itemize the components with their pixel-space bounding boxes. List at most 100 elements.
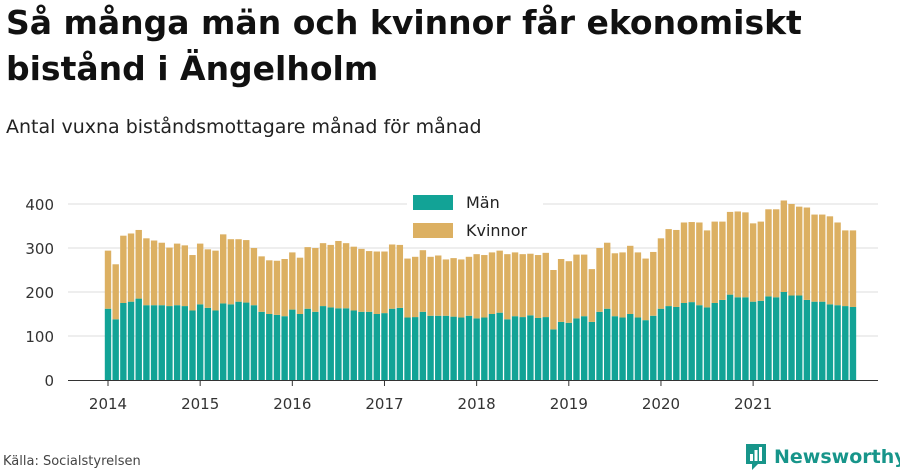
bar-men bbox=[266, 314, 273, 380]
brand-logo: Newsworthy bbox=[744, 441, 900, 473]
bar-women bbox=[734, 211, 741, 298]
bar-women bbox=[243, 240, 250, 303]
bar-men bbox=[358, 311, 365, 380]
bar-women bbox=[757, 221, 764, 301]
bar-women bbox=[596, 248, 603, 312]
y-tick-label: 0 bbox=[44, 372, 54, 390]
bar-women bbox=[312, 248, 319, 312]
bar-men bbox=[534, 317, 542, 380]
bar-women bbox=[627, 245, 634, 314]
bar-men bbox=[765, 296, 772, 380]
x-tick-label: 2019 bbox=[550, 395, 588, 413]
bar-men bbox=[772, 297, 780, 380]
bar-women bbox=[550, 270, 557, 330]
bar-men bbox=[365, 311, 373, 380]
bar-men bbox=[412, 317, 419, 380]
bar-women bbox=[135, 229, 142, 299]
bar-women bbox=[112, 264, 119, 320]
bar-women bbox=[327, 244, 334, 308]
bar-women bbox=[442, 259, 450, 316]
bar-women bbox=[196, 243, 204, 305]
bar-men bbox=[550, 329, 557, 380]
bar-women bbox=[803, 207, 811, 300]
bar-women bbox=[688, 222, 695, 303]
bar-men bbox=[811, 301, 818, 380]
bar-men bbox=[604, 308, 611, 380]
legend-label-men: Män bbox=[466, 193, 500, 212]
bar-men bbox=[703, 307, 711, 380]
bar-women bbox=[796, 206, 803, 296]
bar-men bbox=[181, 306, 188, 380]
bar-women bbox=[158, 242, 165, 306]
bar-men bbox=[842, 306, 849, 380]
bar-men bbox=[711, 303, 718, 380]
y-tick-label: 300 bbox=[25, 240, 54, 258]
bar-men bbox=[143, 305, 150, 380]
bar-women bbox=[381, 251, 388, 314]
bar-men bbox=[289, 309, 296, 380]
bar-women bbox=[120, 235, 127, 303]
bar-women bbox=[396, 244, 404, 308]
y-axis-ticks: 0 100 200 300 400 bbox=[25, 196, 54, 390]
bar-women bbox=[634, 252, 642, 318]
bar-men bbox=[381, 313, 388, 380]
chart-title: Så många män och kvinnor får ekonomiskt … bbox=[6, 3, 802, 88]
bar-women bbox=[296, 257, 304, 314]
bar-men bbox=[158, 305, 165, 380]
bar-women bbox=[388, 244, 396, 309]
bar-women bbox=[465, 256, 473, 316]
bar-women bbox=[519, 254, 526, 318]
bar-men bbox=[557, 321, 565, 380]
bar-women bbox=[404, 258, 411, 318]
bar-men bbox=[319, 306, 327, 380]
bars bbox=[104, 200, 857, 380]
bar-men bbox=[404, 317, 411, 380]
bar-men bbox=[688, 302, 695, 380]
bar-men bbox=[388, 308, 396, 380]
bar-men bbox=[150, 305, 158, 380]
bar-men bbox=[250, 305, 258, 380]
bar-women bbox=[458, 259, 465, 318]
bar-men bbox=[204, 307, 212, 380]
bar-women bbox=[127, 233, 135, 302]
bar-women bbox=[350, 246, 357, 311]
bar-women bbox=[580, 254, 588, 317]
bar-men bbox=[304, 308, 311, 380]
bar-men bbox=[327, 307, 334, 380]
bar-men bbox=[642, 320, 649, 380]
legend-swatch-women bbox=[413, 223, 453, 238]
bar-men bbox=[803, 299, 811, 380]
bar-men bbox=[419, 311, 427, 380]
bar-women bbox=[173, 243, 181, 306]
bar-men bbox=[519, 317, 526, 380]
bar-men bbox=[350, 310, 357, 380]
chart-subtitle: Antal vuxna biståndsmottagare månad för … bbox=[6, 116, 482, 138]
bar-men bbox=[849, 306, 857, 380]
bar-men bbox=[450, 316, 457, 380]
bar-men bbox=[565, 322, 572, 380]
bar-women bbox=[573, 254, 580, 319]
bar-men bbox=[235, 301, 242, 380]
bar-women bbox=[250, 248, 258, 306]
bar-women bbox=[788, 204, 795, 296]
bar-men bbox=[196, 304, 204, 380]
x-axis-ticks: 2014 2015 2016 2017 2018 2019 2020 2021 bbox=[89, 380, 772, 413]
x-tick-label: 2018 bbox=[458, 395, 496, 413]
bar-men bbox=[496, 312, 503, 380]
bar-men bbox=[611, 316, 619, 380]
legend-swatch-men bbox=[413, 195, 453, 210]
bar-women bbox=[565, 261, 572, 323]
bar-men bbox=[227, 304, 235, 380]
bar-women bbox=[619, 252, 626, 318]
y-tick-label: 100 bbox=[25, 328, 54, 346]
bar-men bbox=[212, 310, 219, 380]
bar-men bbox=[742, 297, 749, 380]
bar-men bbox=[819, 301, 826, 380]
bar-women bbox=[266, 260, 273, 314]
bar-men bbox=[488, 314, 496, 380]
bar-women bbox=[204, 249, 212, 308]
bar-women bbox=[534, 255, 542, 318]
bar-women bbox=[319, 243, 327, 307]
bar-women bbox=[842, 230, 849, 307]
